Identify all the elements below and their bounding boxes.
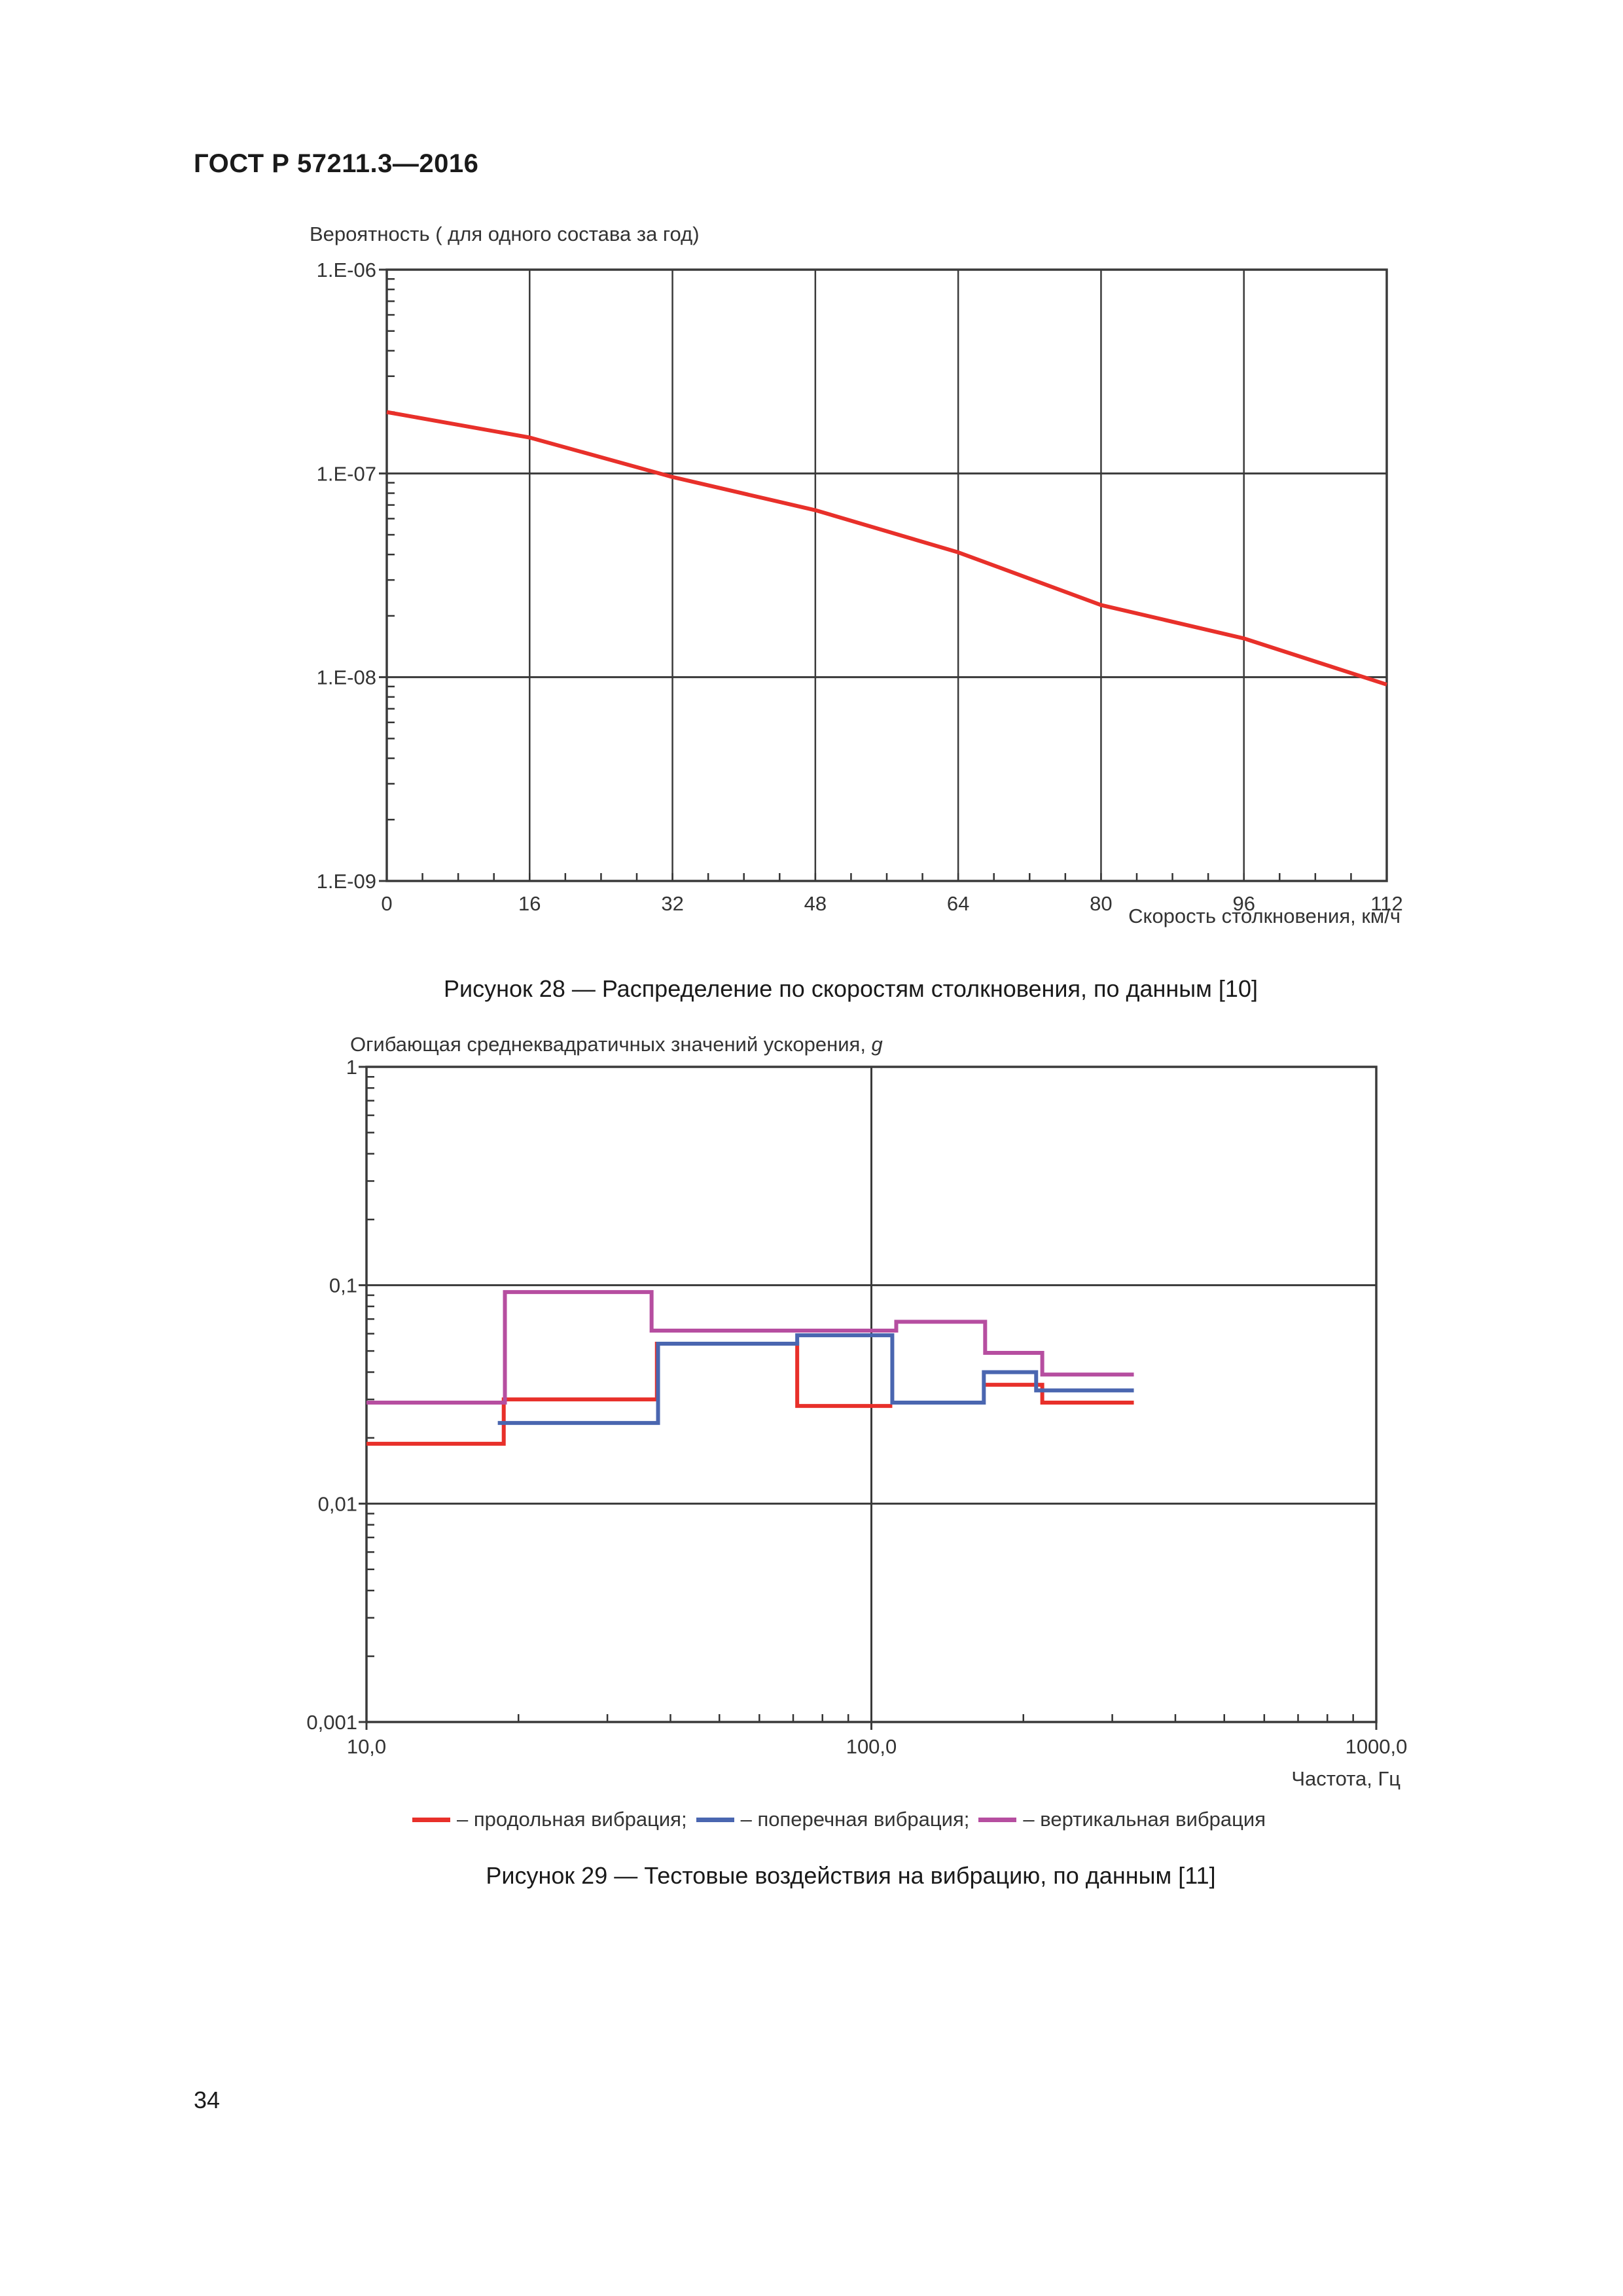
fig28-y-tick-label: 1.E-07 [317,462,376,485]
legend-swatch-red [412,1817,450,1822]
fig29-plot-frame [365,1066,1378,1723]
fig29-y-tick-label: 0,001 [306,1711,357,1734]
fig29-y-axis-title: Огибающая среднеквадратичных значений ус… [350,1033,883,1056]
fig28-series-line [386,410,1387,687]
fig28-x-tick-label: 16 [518,892,541,915]
fig28-x-axis-title: Скорость столкновения, км/ч [1128,905,1400,927]
document-header: ГОСТ Р 57211.3—2016 [194,149,479,178]
fig28-plot-frame [385,268,1388,882]
legend-item-longitudinal: – продольная вибрация; [412,1808,687,1831]
fig28-chart: 1.E-06 1.E-07 1.E-08 1.E-090 16 32 48 64 80 96 112 [317,259,1403,915]
fig29-series-2 [366,1290,1134,1405]
page-number: 34 [194,2087,221,2113]
fig28-caption: Рисунок 28 — Распределение по скоростям … [444,975,1258,1002]
fig29-x-tick-label: 1000,0 [1346,1735,1408,1758]
fig28-x-tick-label: 80 [1090,892,1112,915]
fig29-caption: Рисунок 29 — Тестовые воздействия на виб… [486,1862,1216,1889]
fig28-x-tick-label: 64 [947,892,969,915]
fig28-x-tick-label: 48 [804,892,827,915]
fig28-y-axis-title: Вероятность ( для одного состава за год) [310,223,700,245]
legend-swatch-blue [696,1817,734,1822]
fig29-y-tick-label: 0,1 [329,1274,357,1297]
legend-swatch-magenta [978,1817,1017,1822]
fig28-x-tick-label: 112 [1370,892,1402,915]
fig29-y-tick-label: 0,01 [318,1492,357,1515]
legend-label: – продольная вибрация; [457,1808,687,1831]
fig29-series-1 [497,1333,1134,1426]
fig28-y-tick-label: 1.E-09 [317,870,376,893]
fig29-y-title-text: Огибающая среднеквадратичных значений ус… [350,1033,872,1056]
fig28-x-tick-label: 0 [381,892,392,915]
legend-item-transverse: – поперечная вибрация; [696,1808,970,1831]
fig28-y-tick-label: 1.E-08 [317,666,376,689]
fig28-x-tick-label: 96 [1232,892,1255,915]
legend-label: – вертикальная вибрация [1023,1808,1266,1831]
fig29-x-tick-label: 100,0 [846,1735,897,1758]
fig29-x-axis-title: Частота, Гц [1291,1767,1400,1790]
legend-label: – поперечная вибрация; [740,1808,970,1831]
fig28-x-tick-label: 32 [661,892,683,915]
fig29-legend: – продольная вибрация; – поперечная вибр… [412,1808,1266,1831]
fig29-y-tick-label: 1 [346,1056,357,1079]
fig29-x-tick-label: 10,0 [347,1735,386,1758]
fig29-series-0 [366,1341,1134,1446]
legend-item-vertical: – вертикальная вибрация [978,1808,1266,1831]
fig28-y-tick-label: 1.E-06 [317,259,376,281]
fig29-y-title-unit: g [871,1033,883,1056]
